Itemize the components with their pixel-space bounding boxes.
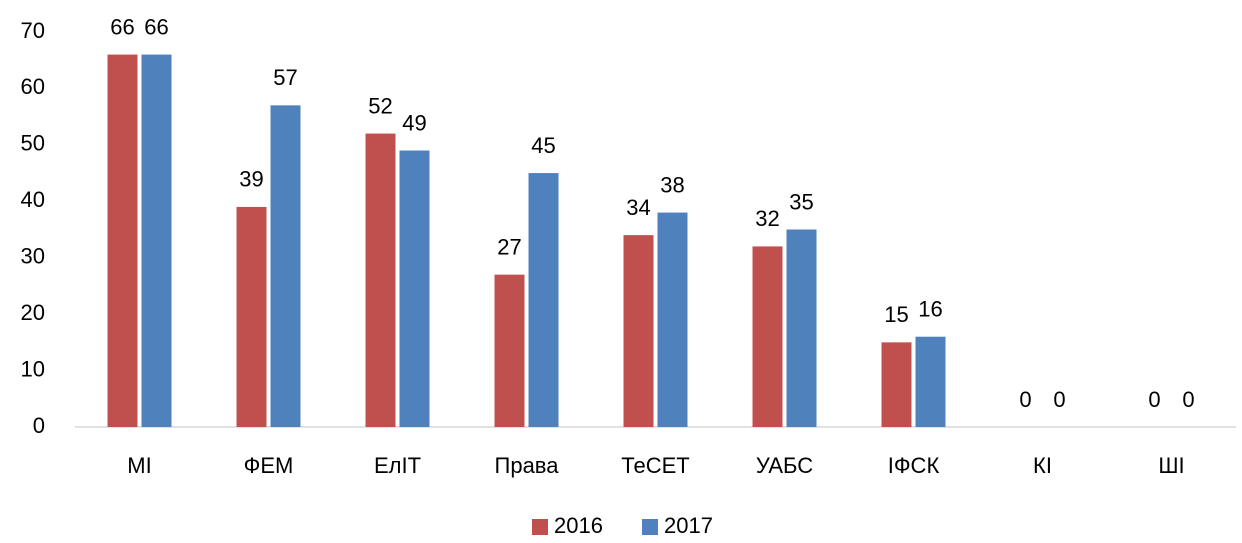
bar [657,212,688,427]
value-label: 34 [626,195,650,220]
x-tick-label: ЕлІТ [374,453,421,478]
bar [141,54,172,427]
value-label: 57 [273,65,297,90]
value-label: 0 [1148,387,1160,412]
y-tick-label: 30 [21,244,45,269]
value-label: 52 [368,93,392,118]
legend-label: 2016 [554,513,603,538]
bar [236,206,267,427]
bar [107,54,138,427]
value-label: 0 [1053,387,1065,412]
bar [915,336,946,427]
value-label: 66 [110,14,134,39]
value-label: 27 [497,234,521,259]
bar [494,274,525,427]
x-tick-label: Права [495,453,560,478]
x-tick-label: ШІ [1158,453,1184,478]
value-label: 16 [918,297,942,322]
value-label: 49 [402,110,426,135]
legend-swatch [532,519,548,535]
value-label: 45 [531,133,555,158]
x-tick-label: ІФСК [888,453,940,478]
value-label: 38 [660,172,684,197]
value-label: 15 [884,302,908,327]
bar [365,133,396,428]
value-label: 35 [789,189,813,214]
x-tick-label: УАБС [756,453,813,478]
value-label: 0 [1019,387,1031,412]
y-tick-label: 70 [21,18,45,43]
value-label: 66 [144,14,168,39]
value-label: 32 [755,206,779,231]
bar [881,342,912,427]
y-tick-label: 40 [21,187,45,212]
legend-swatch [642,519,658,535]
y-tick-label: 60 [21,74,45,99]
y-tick-label: 10 [21,356,45,381]
bar [623,235,654,427]
y-tick-label: 20 [21,300,45,325]
x-tick-label: ТеСЕТ [621,453,689,478]
y-tick-label: 50 [21,131,45,156]
value-label: 0 [1182,387,1194,412]
y-tick-label: 0 [33,413,45,438]
x-tick-label: ФЕМ [244,453,294,478]
x-tick-label: КІ [1033,453,1052,478]
bar [270,105,301,427]
bar [786,229,817,427]
bar [752,246,783,427]
bar [399,150,430,427]
x-tick-label: МІ [127,453,151,478]
bar [528,173,559,427]
legend-label: 2017 [664,513,713,538]
value-label: 39 [239,167,263,192]
